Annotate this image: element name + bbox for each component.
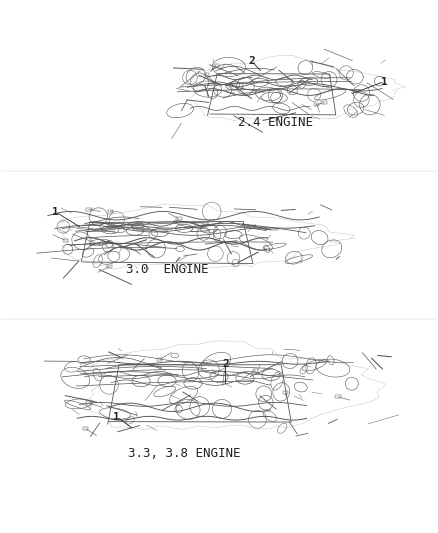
Bar [86, 208, 92, 211]
Text: 1: 1 [381, 77, 388, 86]
Bar [107, 265, 112, 268]
Bar [283, 391, 288, 394]
Bar [314, 103, 319, 106]
Bar [253, 369, 258, 372]
Text: 2: 2 [248, 56, 255, 66]
Bar [63, 239, 68, 242]
Text: 1: 1 [53, 207, 59, 217]
Bar [321, 101, 327, 104]
Bar [107, 210, 113, 213]
Bar [204, 73, 209, 76]
Text: 3.0  ENGINE: 3.0 ENGINE [126, 263, 208, 276]
Text: 2.4 ENGINE: 2.4 ENGINE [238, 116, 313, 130]
Bar [83, 427, 88, 430]
Text: 3.3, 3.8 ENGINE: 3.3, 3.8 ENGINE [128, 447, 240, 459]
Bar [86, 401, 92, 405]
Bar [336, 395, 341, 398]
Bar [203, 222, 208, 225]
Bar [157, 358, 162, 361]
Bar [214, 63, 219, 67]
Bar [177, 217, 181, 221]
Text: 1: 1 [113, 411, 120, 422]
Text: 2: 2 [222, 359, 229, 369]
